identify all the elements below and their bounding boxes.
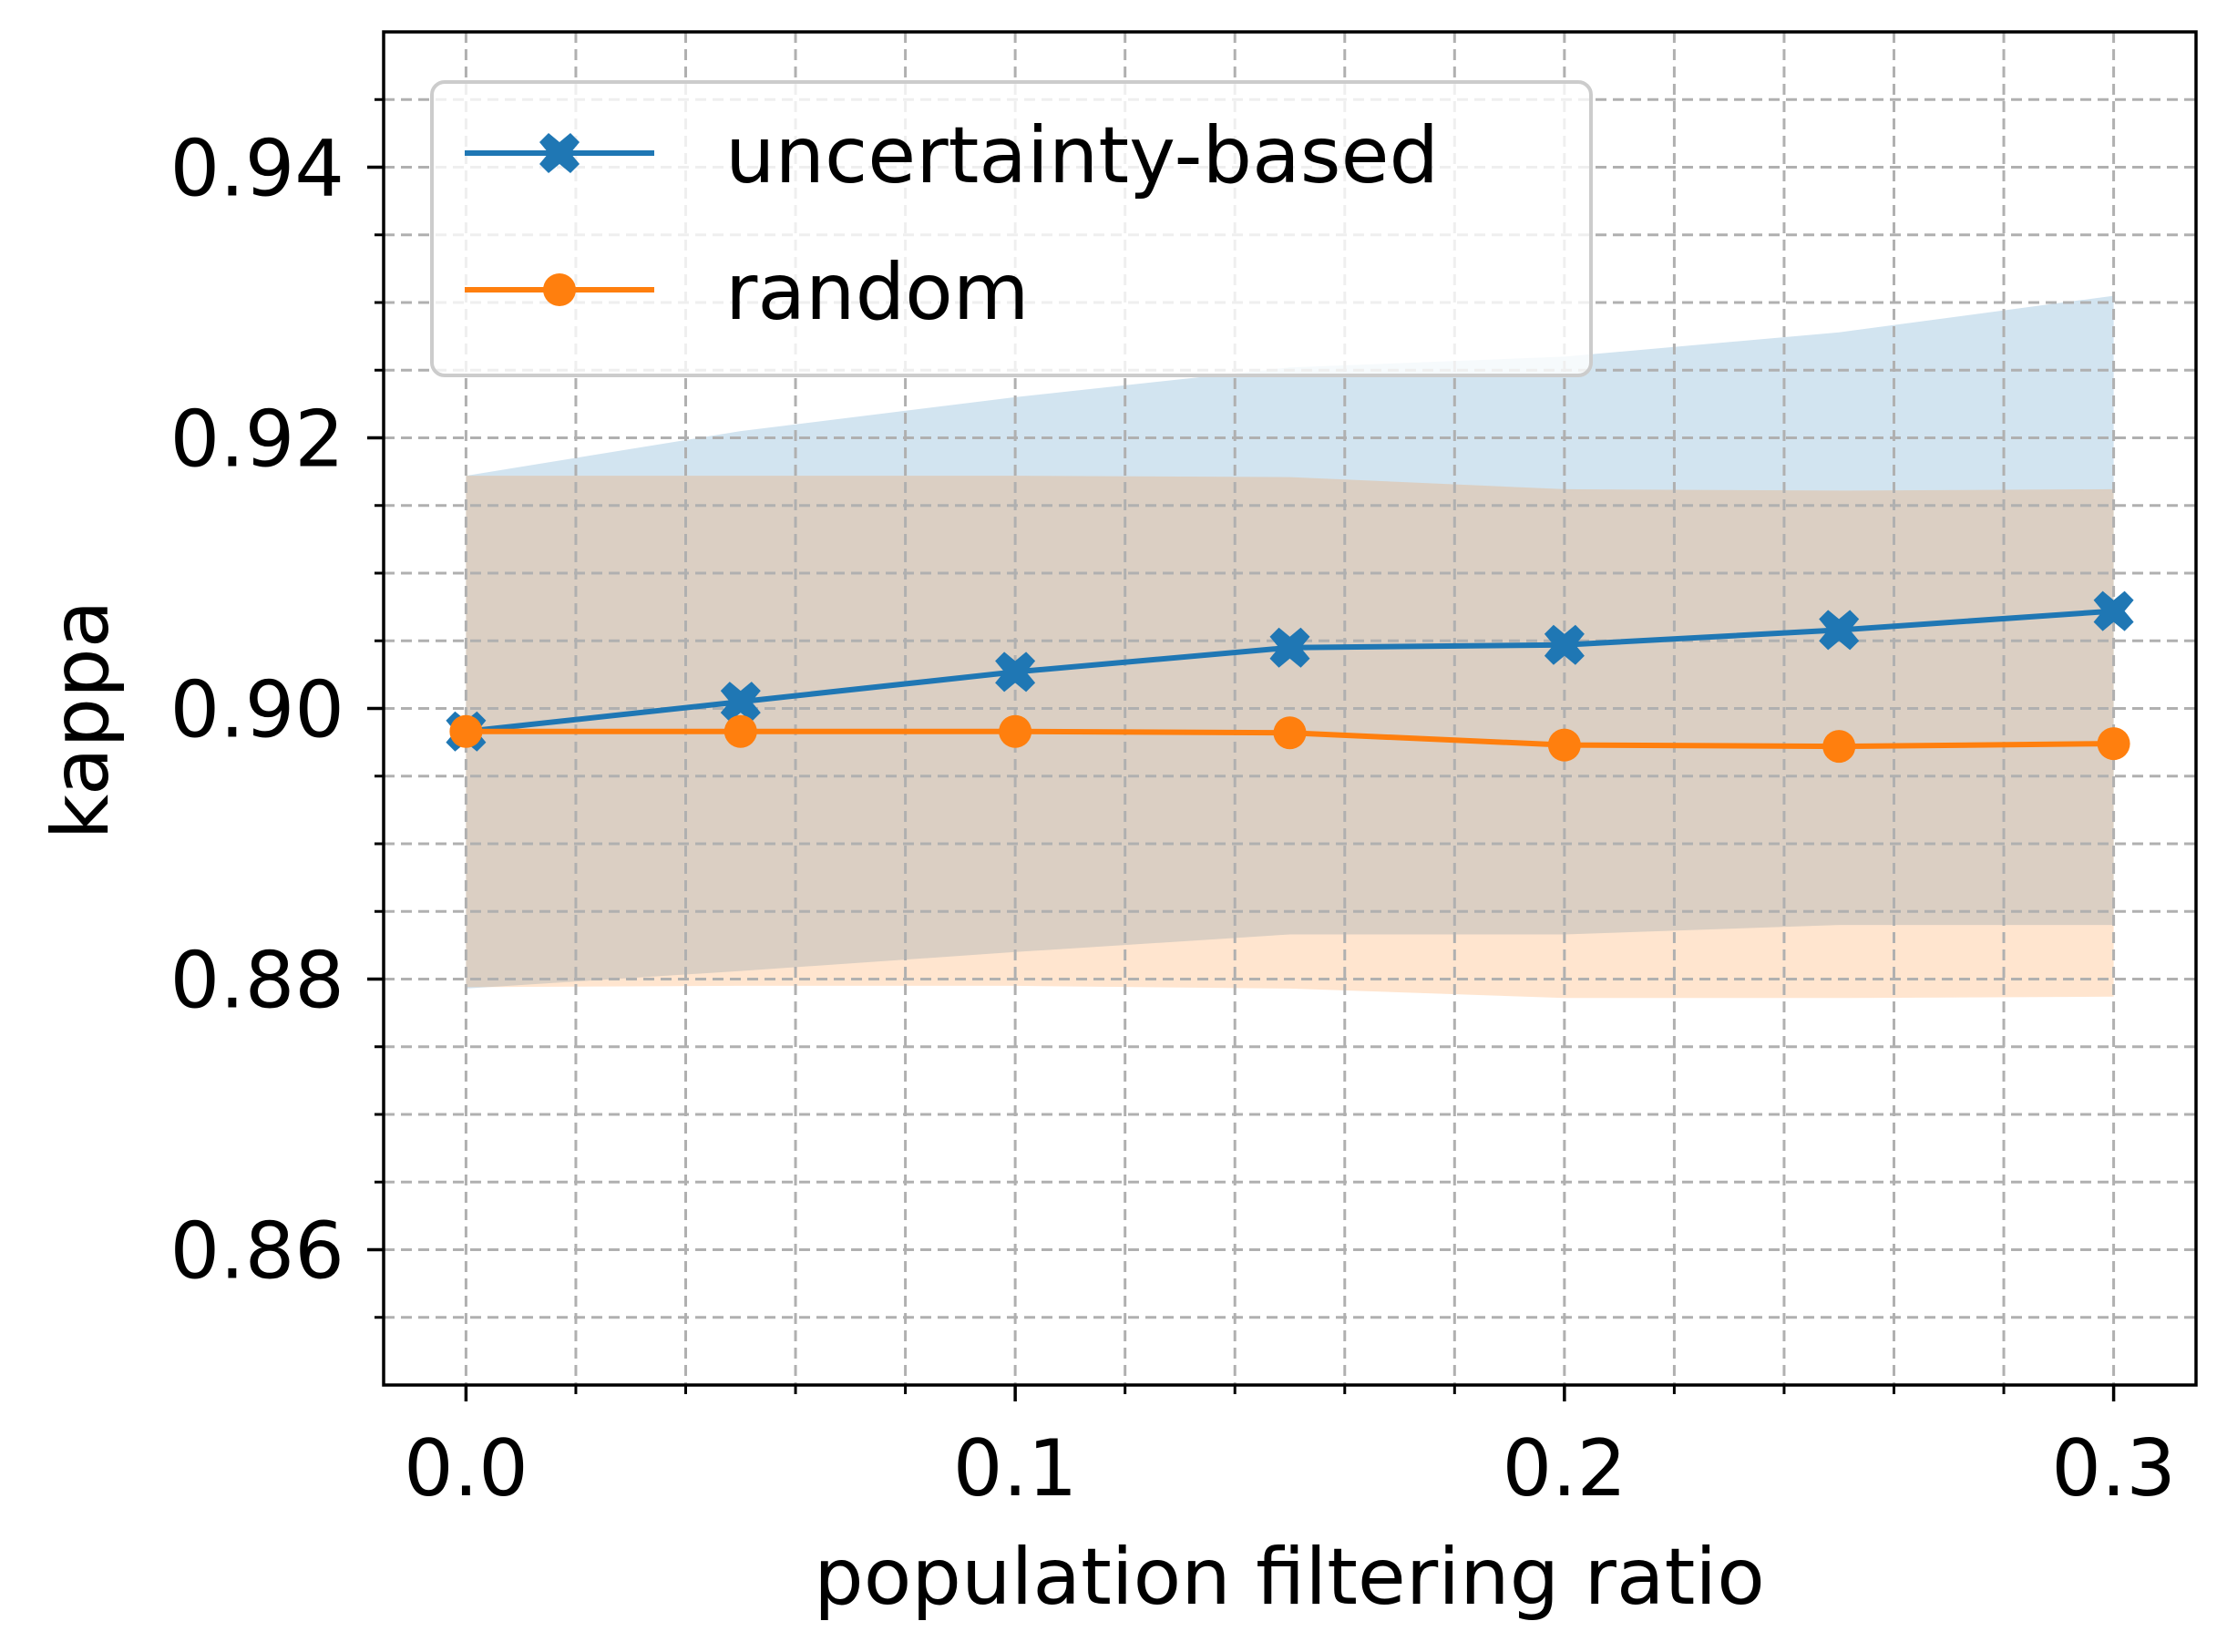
tick-labels: 0.0 0.1 0.2 0.3 0.86 0.88 0.90 0.92 0.94 (170, 124, 2176, 1515)
x-tick-label: 0.0 (404, 1423, 529, 1514)
x-axis-title: population filtering ratio (814, 1532, 1765, 1623)
y-tick-label: 0.92 (170, 395, 344, 486)
y-tick-label: 0.90 (170, 665, 344, 756)
legend: uncertainty-based random (430, 80, 1593, 377)
data-point-random (1273, 716, 1307, 750)
data-point-random (999, 714, 1032, 748)
data-point-random (1822, 730, 1856, 764)
legend-box (430, 80, 1593, 377)
legend-label-uncertainty-based: uncertainty-based (725, 110, 1439, 201)
y-tick-label: 0.88 (170, 936, 344, 1027)
data-point-uncertainty-based (1269, 627, 1310, 668)
legend-label-random: random (725, 247, 1030, 338)
y-tick-label: 0.86 (170, 1206, 344, 1298)
series-lines (446, 590, 2134, 764)
data-point-random (2097, 727, 2130, 761)
data-point-random (724, 714, 757, 748)
data-point-uncertainty-based (720, 682, 761, 723)
x-tick-label: 0.2 (1502, 1423, 1627, 1514)
legend-key-marker-uncertainty-based (539, 133, 580, 173)
y-tick-label: 0.94 (170, 124, 344, 215)
data-point-uncertainty-based (2093, 590, 2134, 631)
x-tick-label: 0.3 (2051, 1423, 2176, 1514)
data-point-uncertainty-based (995, 652, 1036, 693)
axes (367, 30, 2198, 1401)
y-axis-title: kappa (36, 600, 127, 840)
x-tick-label: 0.1 (953, 1423, 1078, 1514)
legend-key-marker-random (543, 273, 576, 306)
legend-keys (465, 133, 654, 306)
data-point-uncertainty-based (1819, 610, 1860, 651)
data-point-random (449, 714, 483, 748)
data-point-random (1547, 728, 1581, 762)
data-point-uncertainty-based (1544, 624, 1585, 665)
